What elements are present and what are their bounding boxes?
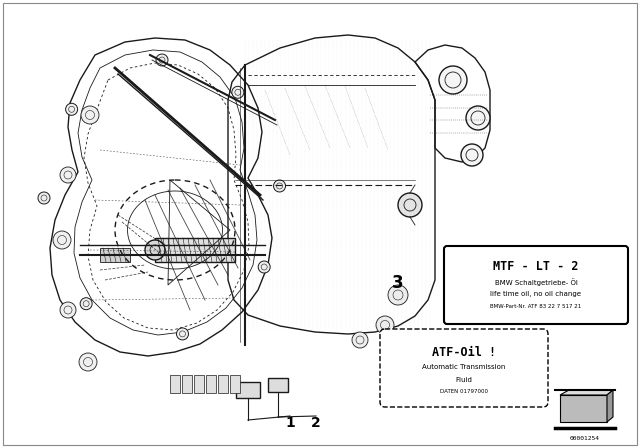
Circle shape [273,180,285,192]
Bar [236,382,260,398]
Circle shape [53,231,71,249]
FancyBboxPatch shape [380,329,548,407]
Circle shape [258,261,270,273]
Text: 2: 2 [311,416,321,430]
Text: BMW-Part-Nr. ATF 83 22 7 517 21: BMW-Part-Nr. ATF 83 22 7 517 21 [490,304,582,309]
Circle shape [398,193,422,217]
Circle shape [466,106,490,130]
Circle shape [376,316,394,334]
Circle shape [66,103,77,115]
Bar [170,375,180,393]
Circle shape [439,66,467,94]
Circle shape [145,240,165,260]
Circle shape [177,328,189,340]
Text: ATF-Oil !: ATF-Oil ! [432,346,496,359]
Text: Automatic Transmission: Automatic Transmission [422,364,506,370]
Circle shape [60,302,76,318]
Circle shape [388,285,408,305]
Polygon shape [607,390,613,422]
Bar [182,375,192,393]
Circle shape [79,353,97,371]
Circle shape [80,298,92,310]
Bar [206,375,216,393]
Polygon shape [560,395,607,422]
Text: DATEN 01797000: DATEN 01797000 [440,389,488,394]
Text: life time oil, no oil change: life time oil, no oil change [490,291,582,297]
Text: MTF - LT - 2: MTF - LT - 2 [493,260,579,273]
Bar [230,375,240,393]
Circle shape [81,106,99,124]
Text: Fluid: Fluid [456,377,472,383]
Bar [194,375,204,393]
Circle shape [232,86,244,98]
Text: 1: 1 [285,416,295,430]
Polygon shape [560,390,613,395]
Circle shape [461,144,483,166]
Text: BMW Schaltgetriebe- Öl: BMW Schaltgetriebe- Öl [495,278,577,286]
Bar [218,375,228,393]
Bar [268,378,288,392]
Circle shape [60,167,76,183]
Circle shape [352,332,368,348]
Bar [100,248,130,262]
FancyBboxPatch shape [444,246,628,324]
Text: 3: 3 [392,274,404,292]
Circle shape [38,192,50,204]
Text: 00001254: 00001254 [570,436,600,441]
Bar [155,238,235,262]
Circle shape [156,54,168,66]
